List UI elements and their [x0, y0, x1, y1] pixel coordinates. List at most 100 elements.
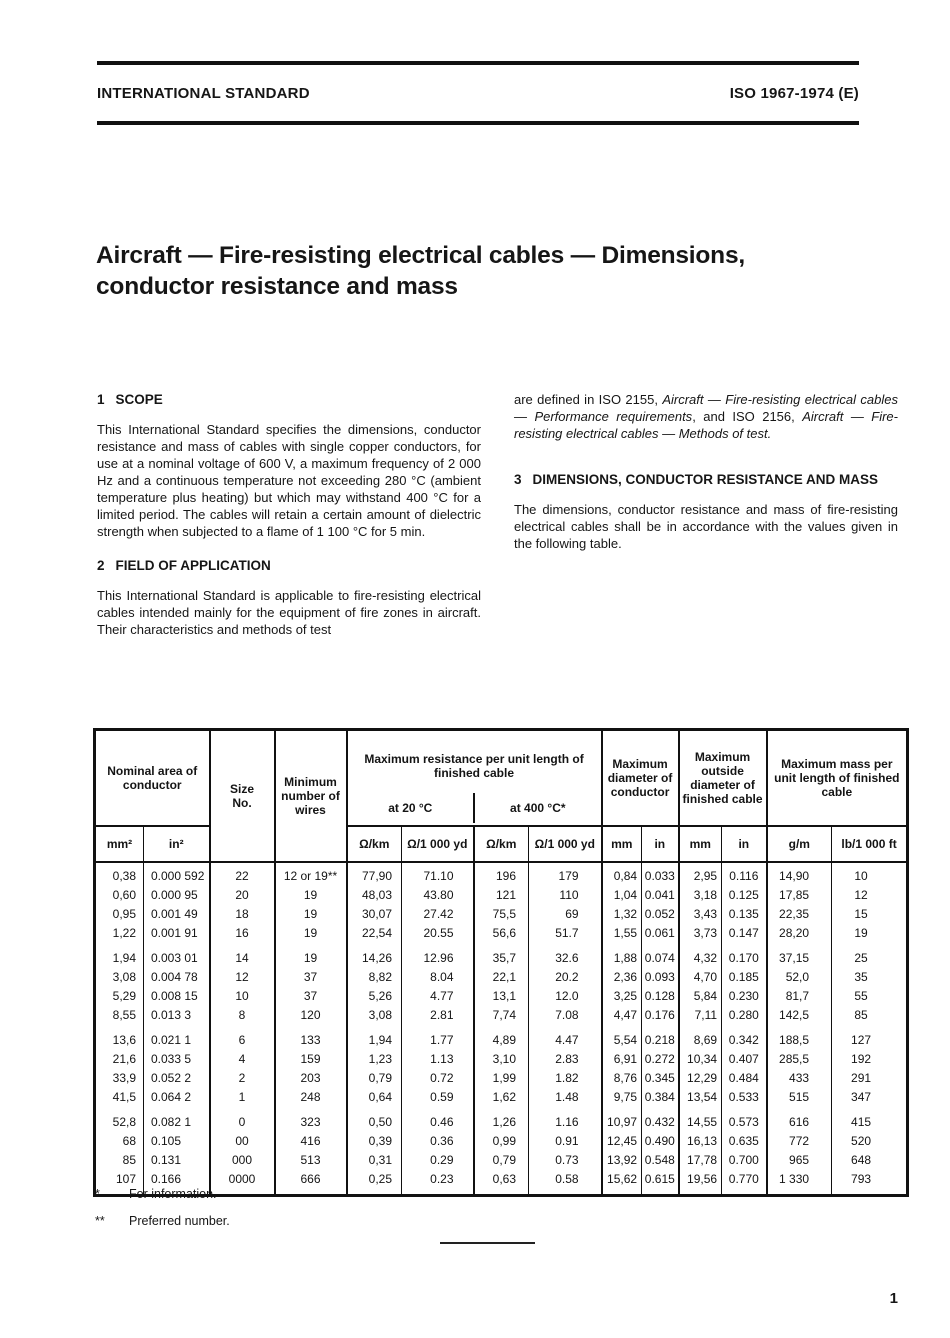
content-columns: 1 SCOPE This International Standard speci…: [97, 391, 898, 638]
table-cell: 52,0: [765, 968, 832, 987]
table-row: 13,6 0.021 1 6 133 1,94 1.77 4,89 4.47 5,54 0.218…: [95, 1025, 908, 1050]
table-cell: 13,54: [677, 1088, 722, 1107]
unit-mm-conductor: mm: [600, 825, 642, 862]
table-cell: 14,26: [345, 943, 402, 968]
table-cell: 4.77: [401, 987, 474, 1006]
table-cell: 0.170: [721, 943, 767, 968]
unit-ohm-1000yd-20: Ω/1 000 yd: [401, 825, 474, 862]
table-cell: 0,60: [112, 888, 136, 902]
table-row: 41,5 0.064 2 1 248 0,64 0.59 1,62 1.48 9,75 0.384…: [95, 1088, 908, 1107]
table-cell: 13,6: [112, 1033, 136, 1047]
table-cell: 0.73: [527, 1151, 602, 1170]
table-cell: 416: [273, 1132, 347, 1151]
table-cell: 37: [273, 968, 347, 987]
table-cell: 1 330: [765, 1170, 832, 1196]
table-cell: 133: [273, 1025, 347, 1050]
table-cell: 0.052: [641, 905, 679, 924]
table-cell: 41,5: [112, 1090, 136, 1104]
left-column: 1 SCOPE This International Standard speci…: [97, 391, 481, 638]
table-cell: 17,78: [677, 1151, 722, 1170]
table-cell: 13,1: [472, 987, 529, 1006]
table-cell: 188,5: [765, 1025, 832, 1050]
table-cell: 7,74: [472, 1006, 529, 1025]
section-3-number: 3: [514, 472, 522, 487]
table-cell: 0.166: [143, 1170, 210, 1196]
table-cell: 1,22: [112, 926, 136, 940]
table-cell: 0.770: [721, 1170, 767, 1196]
table-cell: 0,95: [112, 907, 136, 921]
table-cell: 0.342: [721, 1025, 767, 1050]
unit-mm-outside: mm: [677, 825, 722, 862]
table-cell: 22,54: [345, 924, 402, 943]
table-cell: 0.093: [641, 968, 679, 987]
table-cell: 10: [208, 987, 275, 1006]
table-cell: 2.83: [527, 1050, 602, 1069]
table-cell: 69: [527, 905, 602, 924]
header-at-400c: at 400 °C*: [473, 793, 601, 823]
masthead-right-label: ISO 1967-1974 (E): [729, 85, 859, 102]
table-cell: 0,79: [472, 1151, 529, 1170]
table-cell: 0.29: [401, 1151, 474, 1170]
table-cell: 0.128: [641, 987, 679, 1006]
table-cell: 19,56: [677, 1170, 722, 1196]
unit-g-m: g/m: [765, 825, 832, 862]
table-cell: 4,70: [677, 968, 722, 987]
section-1-heading: 1 SCOPE: [97, 391, 481, 408]
table-cell: 7,11: [677, 1006, 722, 1025]
table-cell: 0,79: [345, 1069, 402, 1088]
table-cell: 14: [208, 943, 275, 968]
footnote-1-marker: *: [95, 1187, 100, 1201]
table-body: 0,38 0.000 592 22 12 or 19** 77,90 71.10 196 17…: [94, 861, 908, 1196]
table-cell: 285,5: [765, 1050, 832, 1069]
header-at-20c: at 20 °C: [388, 801, 433, 815]
table-cell: 0.021 1: [143, 1025, 210, 1050]
table-cell: 1,94: [112, 951, 136, 965]
continuation-reference-italic-2: Aircraft — Fire-resisting electrical cab…: [514, 409, 898, 441]
table-cell: 0,50: [345, 1107, 402, 1132]
table-cell: 6: [208, 1025, 275, 1050]
table-cell: 3,18: [677, 886, 722, 905]
table-cell: 35: [831, 968, 908, 987]
unit-ohm-km-400: Ω/km: [472, 825, 529, 862]
table-cell: 520: [831, 1132, 908, 1151]
table-cell: 14,55: [677, 1107, 722, 1132]
table-cell: 1,99: [472, 1069, 529, 1088]
table-cell: 0.635: [721, 1132, 767, 1151]
bottom-divider-rule: [440, 1242, 535, 1244]
table-row: 21,6 0.033 5 4 159 1,23 1.13 3,10 2.83 6,91 0.272…: [95, 1050, 908, 1069]
table-row: 0,60 0.000 95 20 19 48,03 43.80 121 110 1,04 0.04…: [95, 886, 908, 905]
table-cell: 0.490: [641, 1132, 679, 1151]
table-cell: 20.2: [527, 968, 602, 987]
table-cell: 75,5: [472, 905, 529, 924]
table-cell: 0.125: [721, 886, 767, 905]
header-rule-bottom: [97, 121, 859, 125]
table-cell: 5,84: [677, 987, 722, 1006]
table-cell: 6,91: [600, 1050, 642, 1069]
table-row: 68 0.105 00 416 0,39 0.36 0,99 0.91 12,45 0.490 16…: [95, 1132, 908, 1151]
table-cell: 10,34: [677, 1050, 722, 1069]
table-cell: 127: [831, 1025, 908, 1050]
table-cell: 1,32: [600, 905, 642, 924]
table-cell: 000: [208, 1151, 275, 1170]
table-cell: 85: [831, 1006, 908, 1025]
continuation-text-1: are defined in ISO 2155,: [514, 392, 663, 407]
table-cell: 291: [831, 1069, 908, 1088]
table-cell: 19: [831, 924, 908, 943]
table-cell: 0,99: [472, 1132, 529, 1151]
table-cell: 4: [208, 1050, 275, 1069]
table-cell: 1,23: [345, 1050, 402, 1069]
table-cell: 793: [831, 1170, 908, 1196]
unit-ohm-1000yd-400: Ω/1 000 yd: [527, 825, 602, 862]
table-cell: 0.615: [641, 1170, 679, 1196]
table-cell: 18: [208, 905, 275, 924]
table-cell: 415: [831, 1107, 908, 1132]
table-cell: 22,35: [765, 905, 832, 924]
footnote-1-text: For information.: [129, 1187, 217, 1201]
table-cell: 0.131: [143, 1151, 210, 1170]
table-cell: 14,90: [765, 861, 832, 886]
table-cell: 0.105: [143, 1132, 210, 1151]
header-max-resistance: Maximum resistance per unit length of fi…: [345, 729, 602, 826]
table-row: 1,94 0.003 01 14 19 14,26 12.96 35,7 32.6 1,88 0.…: [95, 943, 908, 968]
section-3-title: DIMENSIONS, CONDUCTOR RESISTANCE AND MAS…: [532, 472, 879, 487]
table-cell: 5,29: [112, 989, 136, 1003]
